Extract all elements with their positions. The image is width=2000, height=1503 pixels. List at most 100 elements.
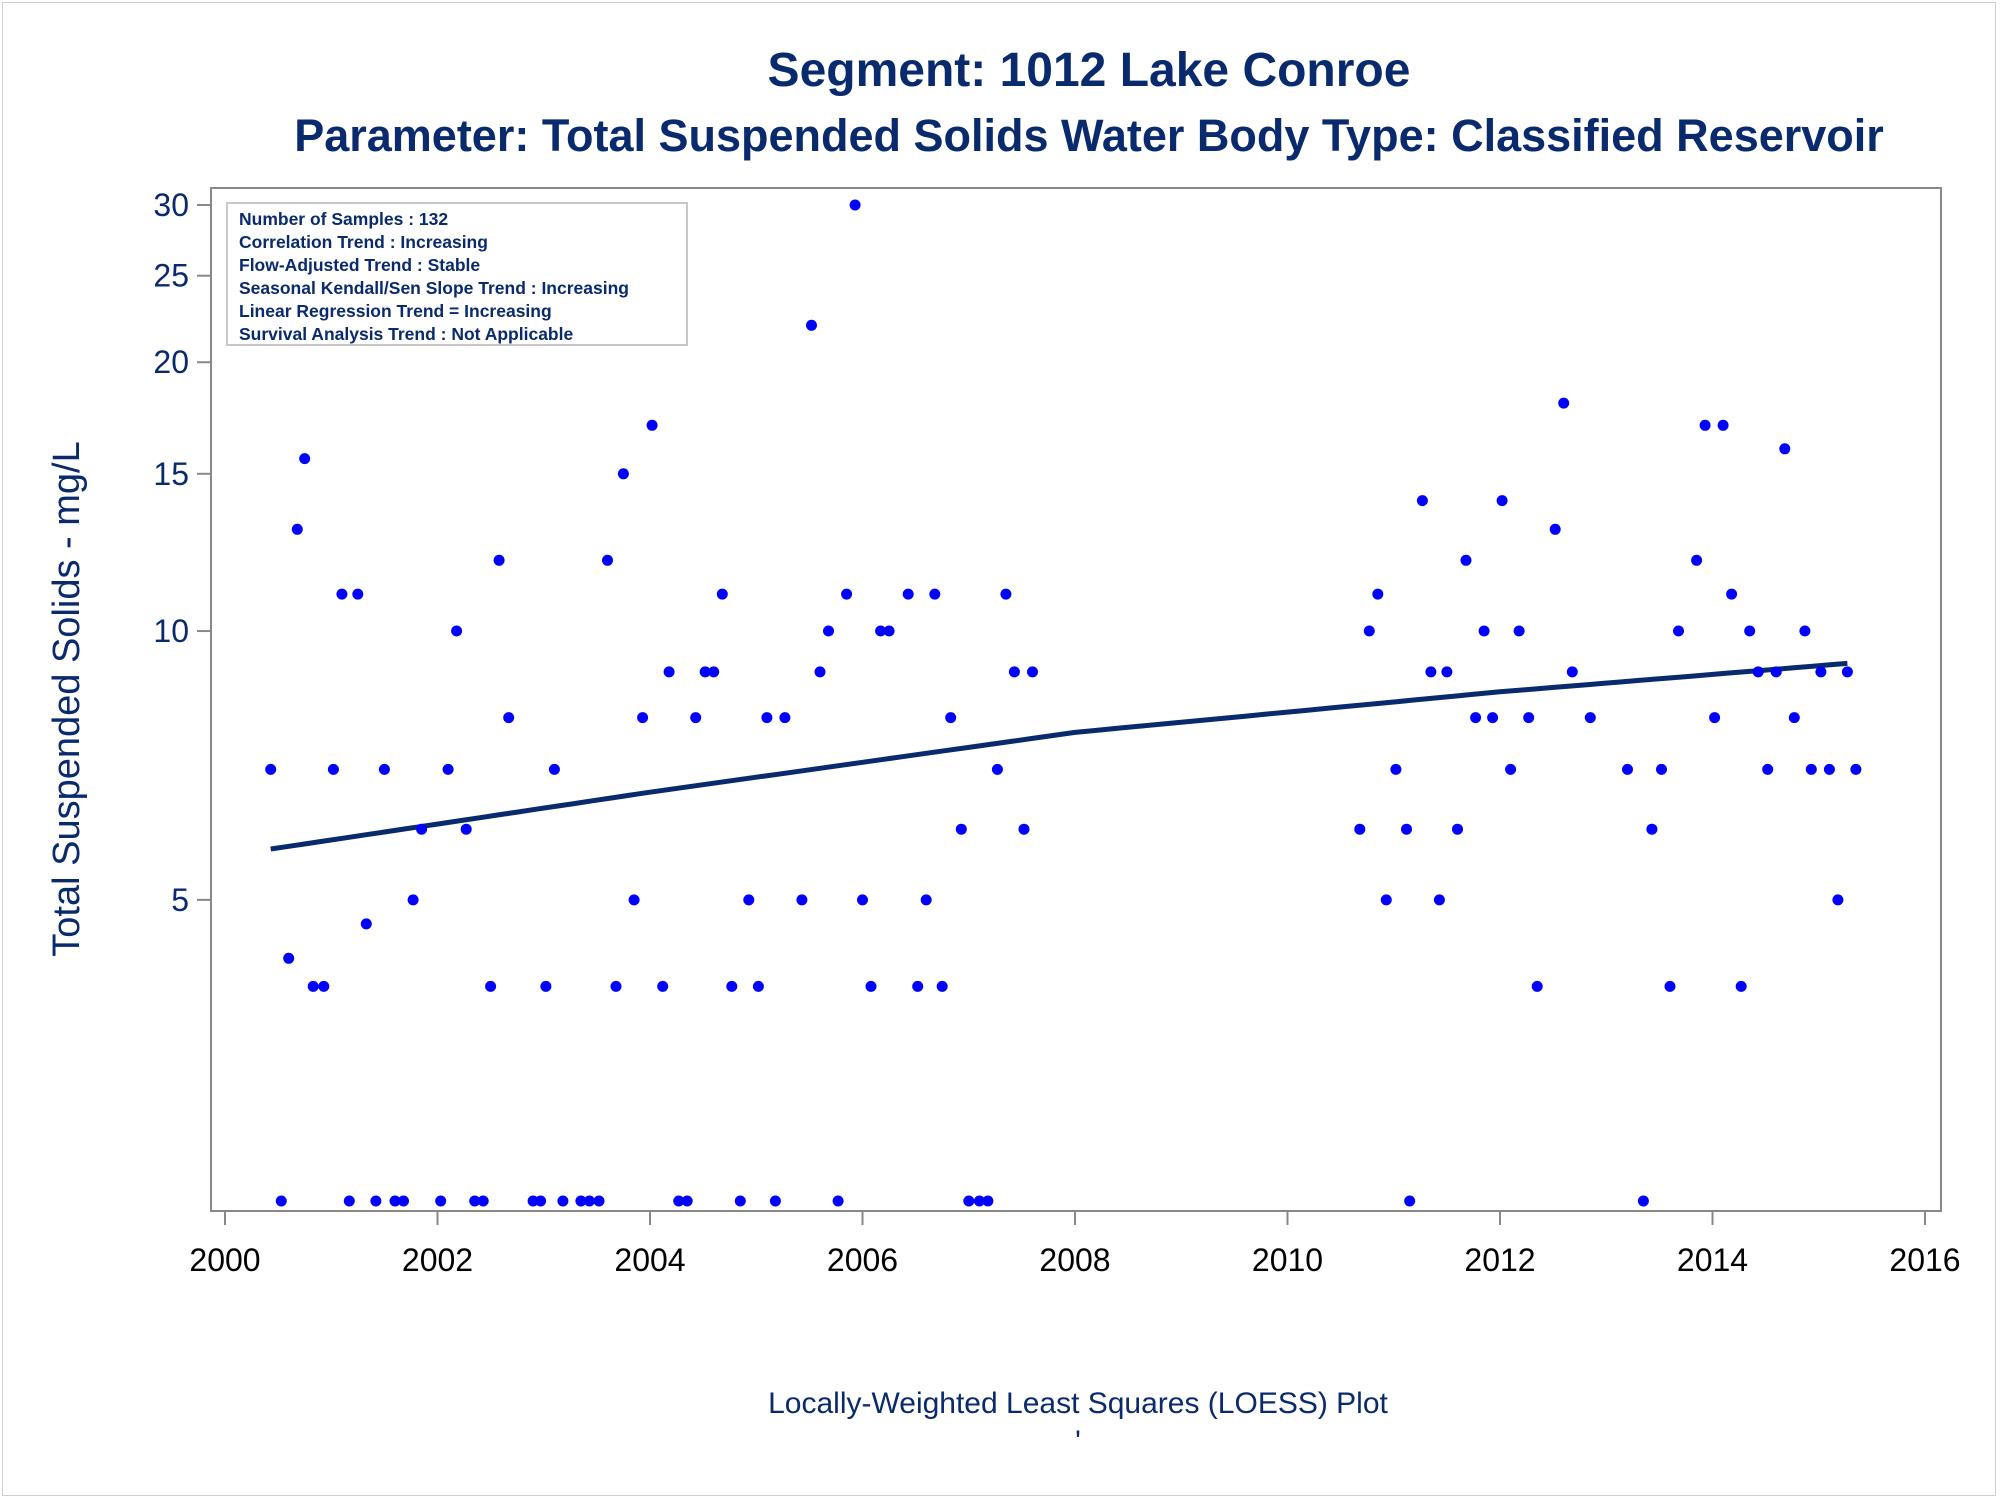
data-point [451, 625, 463, 637]
data-point [963, 1195, 975, 1207]
data-point [883, 625, 895, 637]
data-point [1744, 625, 1756, 637]
data-point [929, 588, 941, 600]
chart-subtitle: Parameter: Total Suspended Solids Water … [294, 110, 1884, 161]
data-point [389, 1195, 401, 1207]
x-tick-label: 2010 [1252, 1242, 1323, 1278]
data-point [761, 712, 773, 724]
data-point [1027, 666, 1038, 678]
data-point [1363, 625, 1375, 637]
data-point [716, 588, 728, 600]
data-point [370, 1195, 382, 1207]
data-point [1425, 666, 1437, 678]
data-point [690, 712, 702, 724]
data-point [663, 666, 675, 678]
data-point [1832, 894, 1844, 906]
trend-line-group [270, 660, 1848, 852]
y-axis-label: Total Suspended Solids - mg/L [46, 441, 88, 956]
data-point [1513, 625, 1525, 637]
data-point [1752, 666, 1764, 678]
data-point [1717, 419, 1729, 431]
data-point [1850, 763, 1862, 775]
data-point [1815, 666, 1827, 678]
data-point [435, 1195, 447, 1207]
data-point [378, 763, 390, 775]
data-point [1478, 625, 1490, 637]
y-tick-label: 25 [153, 258, 189, 294]
data-point [673, 1195, 685, 1207]
data-point [1779, 443, 1791, 455]
data-point [1433, 894, 1445, 906]
data-point [743, 894, 755, 906]
data-point [1372, 588, 1384, 600]
data-point [442, 763, 454, 775]
data-point [769, 1195, 781, 1207]
data-point [806, 319, 817, 331]
data-point [575, 1195, 587, 1207]
data-point [299, 453, 311, 465]
data-point [548, 763, 560, 775]
data-point [275, 1195, 287, 1207]
x-tick-label: 2012 [1464, 1242, 1535, 1278]
footnote: Locally-Weighted Least Squares (LOESS) P… [768, 1387, 1388, 1420]
y-tick-label: 30 [153, 187, 189, 223]
data-point [752, 980, 764, 992]
x-tick-label: 2002 [402, 1242, 473, 1278]
data-point [1799, 625, 1811, 637]
data-point [1566, 666, 1578, 678]
data-point [1584, 712, 1596, 724]
data-point [637, 712, 649, 724]
data-point [814, 666, 826, 678]
data-point [398, 1195, 409, 1207]
data-point [628, 894, 640, 906]
data-point [1805, 763, 1817, 775]
loess-trend-line [270, 660, 1848, 852]
data-point [610, 980, 622, 992]
data-point [902, 588, 914, 600]
trend-chart: Segment: 1012 Lake Conroe Parameter: Tot… [46, 44, 1961, 1458]
data-point [1656, 763, 1667, 775]
data-point [485, 980, 497, 992]
data-point [1622, 763, 1633, 775]
data-point [460, 823, 472, 835]
data-point [1470, 712, 1482, 724]
data-point [1637, 1195, 1649, 1207]
data-point [360, 918, 372, 930]
data-point [1664, 980, 1676, 992]
data-point [1770, 666, 1782, 678]
data-point [352, 588, 364, 600]
data-point [503, 712, 515, 724]
data-point [336, 588, 348, 600]
data-point [493, 554, 505, 566]
data-point [1505, 763, 1517, 775]
data-point [912, 980, 924, 992]
data-point [1699, 419, 1711, 431]
stats-line: Survival Analysis Trend : Not Applicable [239, 324, 573, 344]
data-point [1354, 823, 1366, 835]
data-point [1401, 823, 1412, 835]
stats-line: Linear Regression Trend = Increasing [239, 301, 552, 321]
data-point [602, 554, 613, 566]
data-point [1646, 823, 1658, 835]
data-point [699, 666, 711, 678]
data-point [1726, 588, 1738, 600]
data-point [865, 980, 877, 992]
data-point [1390, 763, 1402, 775]
data-point [982, 1195, 994, 1207]
data-point [849, 199, 861, 211]
data-point [327, 763, 339, 775]
data-point [1735, 980, 1747, 992]
data-point [343, 1195, 355, 1207]
data-point [1788, 712, 1800, 724]
data-point [1762, 763, 1774, 775]
data-point [469, 1195, 481, 1207]
x-axis: 2000 2002 2004 2006 2008 2010 2012 2014 2016 [189, 1211, 1961, 1278]
footnote-mark: ' [1075, 1425, 1081, 1458]
data-point [875, 625, 887, 637]
data-point [973, 1195, 985, 1207]
data-point [646, 419, 658, 431]
stats-line: Correlation Trend : Increasing [239, 232, 488, 252]
stats-inset: Number of Samples : 132 Correlation Trend… [226, 202, 688, 346]
data-point [796, 894, 808, 906]
